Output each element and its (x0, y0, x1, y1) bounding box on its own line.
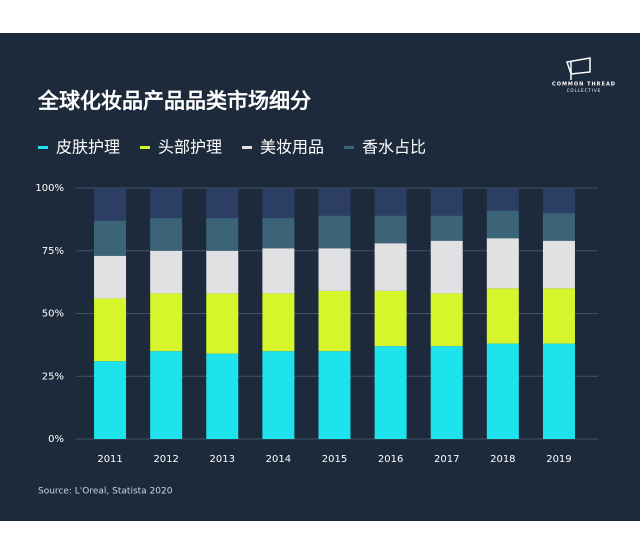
chart-title: 全球化妆品产品品类市场细分 (37, 89, 311, 113)
bar-segment (318, 351, 351, 439)
bar-segment (374, 215, 407, 244)
y-tick-label: 25% (42, 371, 64, 382)
x-tick-label: 2012 (153, 454, 178, 465)
bar-segment (206, 250, 239, 294)
bar-segment (542, 213, 575, 241)
bar-segment (262, 293, 295, 352)
bar-segment (206, 353, 239, 439)
bar-segment (94, 188, 127, 221)
legend-label: 皮肤护理 (56, 138, 120, 157)
bar-segment (542, 240, 575, 289)
legend-label: 美妆用品 (260, 138, 324, 157)
bar-segment (430, 240, 463, 294)
logo-icon (566, 57, 591, 80)
bar-segment (150, 218, 183, 251)
bar-segment (150, 293, 183, 352)
x-tick-label: 2019 (546, 454, 571, 465)
bar-segment (542, 288, 575, 344)
bar-segment (486, 288, 519, 344)
bar-segment (150, 250, 183, 294)
bar-segment (94, 298, 127, 362)
bar-segment (94, 220, 127, 256)
legend-swatch (242, 146, 253, 149)
bar-segment (430, 188, 463, 216)
legend-swatch (344, 146, 355, 149)
y-tick-label: 100% (35, 183, 64, 194)
y-tick-label: 75% (42, 246, 64, 257)
x-tick-label: 2016 (378, 454, 403, 465)
bar-segment (430, 346, 463, 439)
x-tick-label: 2018 (490, 454, 515, 465)
legend-label: 香水占比 (362, 138, 426, 157)
bar-segment (430, 293, 463, 347)
logo-subtext: COLLECTIVE (567, 88, 602, 93)
bar-segment (206, 188, 239, 219)
bar-segment (262, 248, 295, 294)
bar-segment (542, 188, 575, 214)
y-tick-label: 50% (42, 309, 64, 320)
bar-segment (374, 290, 407, 347)
bar-segment (318, 188, 351, 216)
source: Source: L'Oreal, Statista 2020 (38, 487, 173, 497)
bar-segment (430, 215, 463, 241)
logo-text: COMMON THREAD (552, 82, 616, 88)
bar-segment (150, 351, 183, 439)
bar-segment (206, 293, 239, 354)
bar-segment (542, 343, 575, 439)
bar-segment (94, 255, 127, 299)
bar-segment (374, 188, 407, 216)
legend-swatch (38, 146, 48, 149)
x-tick-label: 2015 (322, 454, 347, 465)
legend-label: 头部护理 (158, 138, 222, 157)
bar-segment (486, 188, 519, 211)
bar-segment (150, 188, 183, 219)
bar-segment (206, 218, 239, 251)
bar-segment (318, 290, 351, 352)
x-tick-label: 2011 (97, 454, 122, 465)
x-tick-label: 2014 (266, 454, 291, 465)
bar-segment (486, 238, 519, 289)
bar-segment (374, 346, 407, 439)
bar-segment (262, 218, 295, 249)
bar-segment (374, 243, 407, 291)
legend-swatch (140, 146, 151, 149)
bar-segment (318, 248, 351, 291)
bar-segment (486, 210, 519, 239)
bar-segment (318, 215, 351, 249)
bar-segment (94, 361, 127, 439)
bar-segment (262, 188, 295, 219)
bar-segment (486, 343, 519, 439)
bar-segment (262, 351, 295, 439)
x-tick-label: 2013 (210, 454, 235, 465)
x-tick-label: 2017 (434, 454, 459, 465)
y-tick-label: 0% (48, 434, 64, 445)
